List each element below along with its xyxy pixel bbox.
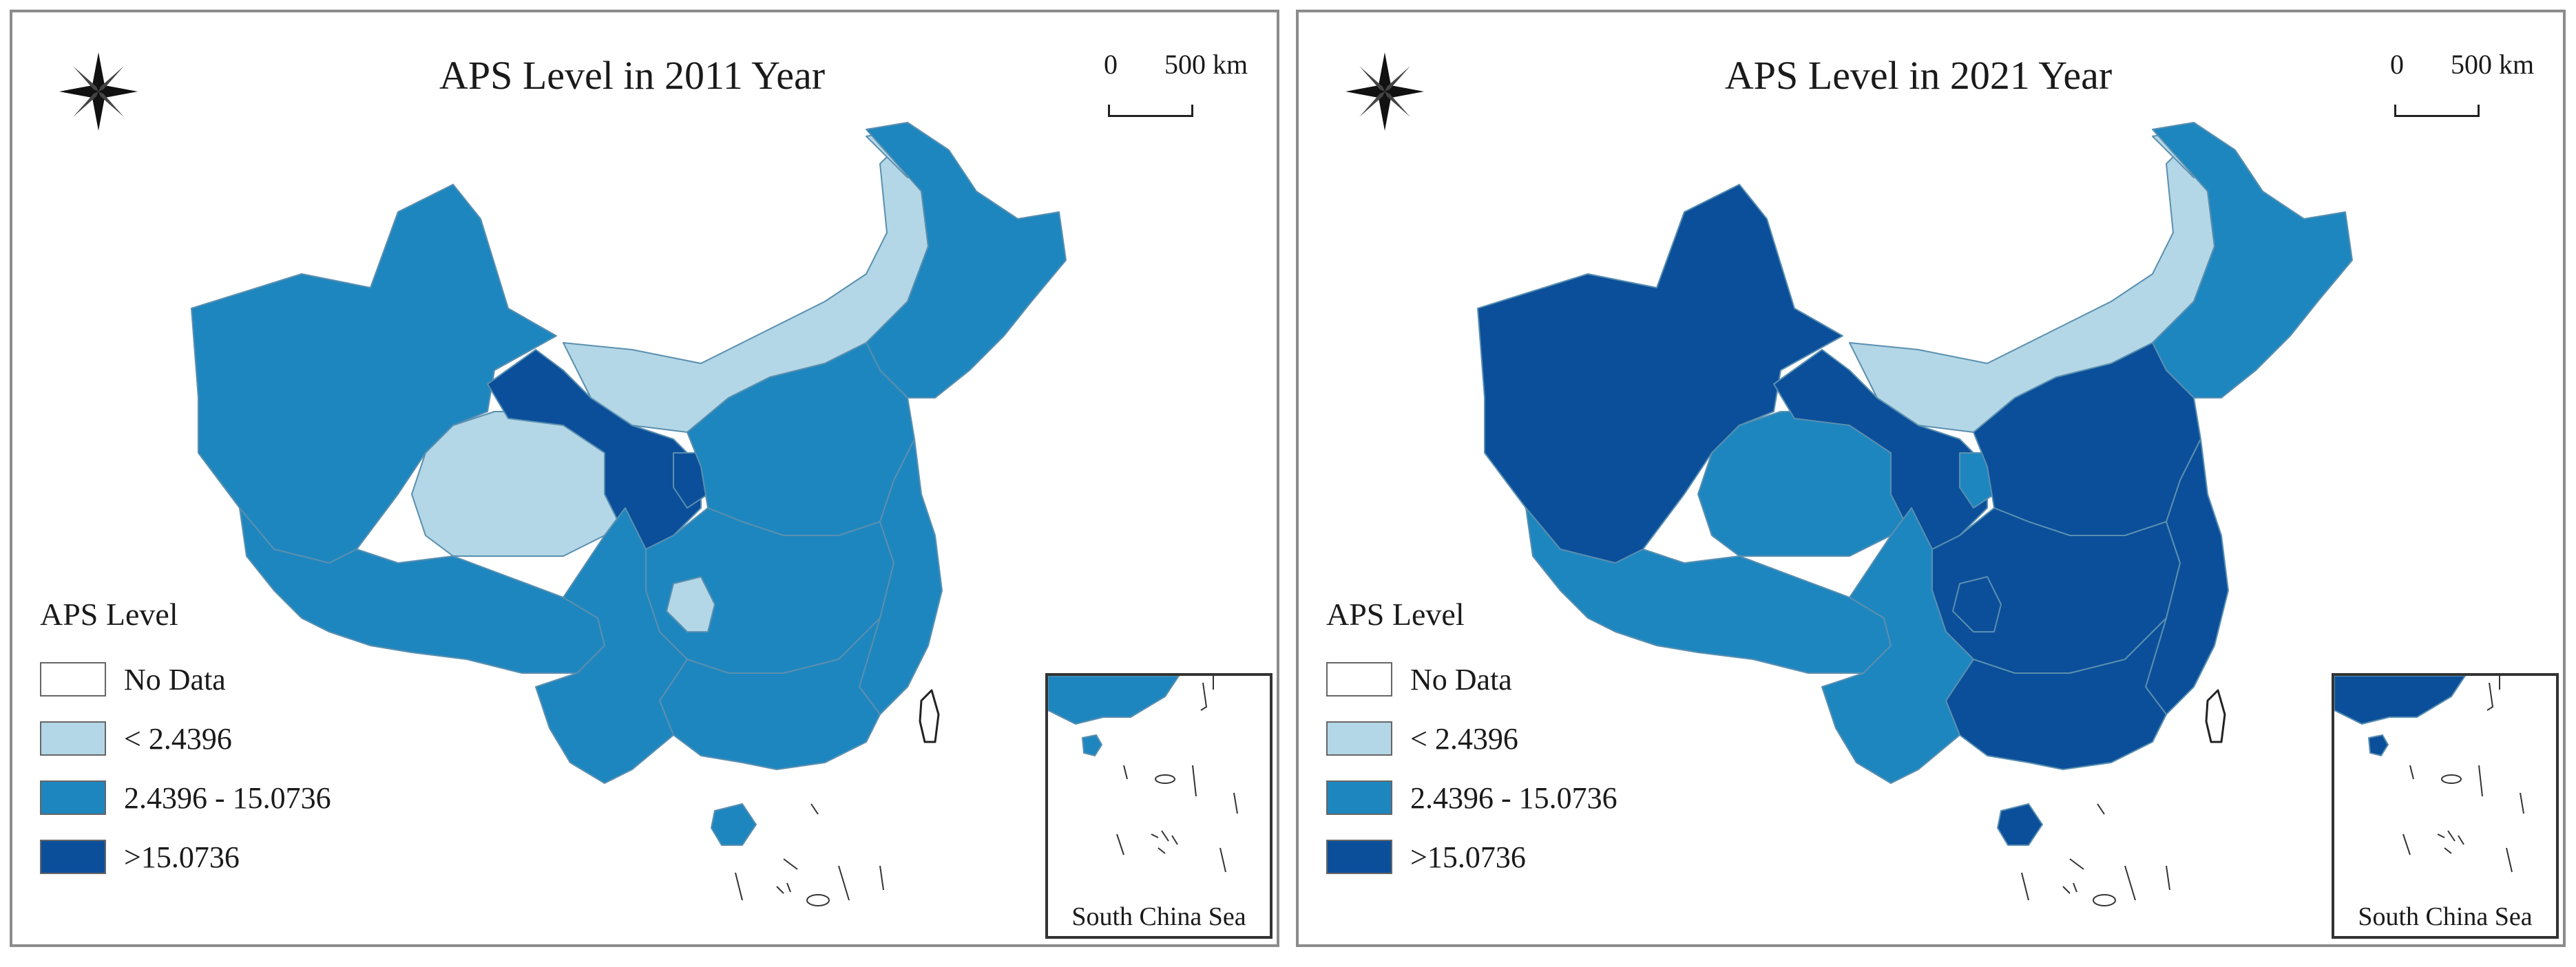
choropleth-map-2011 [191, 122, 1067, 906]
inset-map [2334, 676, 2524, 873]
inset-mainland [2334, 676, 2467, 725]
legend-item-low: < 2.4396 [1326, 719, 1684, 758]
legend-title: APS Level [1326, 597, 1465, 632]
legend-label: < 2.4396 [1410, 721, 1518, 756]
region-taiwan [2205, 689, 2226, 743]
region-northeast [866, 122, 1067, 399]
legend-label: No Data [124, 662, 226, 697]
legend: APS Level No Data < 2.4396 2.4396 - 15.0… [1326, 596, 1684, 897]
legend-swatch [1326, 780, 1392, 815]
region-south [659, 617, 881, 770]
legend: APS Level No Data < 2.4396 2.4396 - 15.0… [40, 596, 398, 897]
region-gansu-strip [487, 349, 702, 550]
map-panel-2021: APS Level in 2021 Year 0 500 km APS Leve… [1296, 10, 2566, 947]
inset-hainan [1081, 734, 1103, 757]
legend-swatch [40, 840, 106, 874]
island-marks [735, 803, 884, 906]
scale-line [1108, 105, 1193, 117]
legend-item-mid: 2.4396 - 15.0736 [40, 778, 398, 817]
inset-map [1048, 676, 1238, 873]
island-marks [2021, 803, 2170, 906]
inset-mainland [1048, 676, 1180, 725]
north-arrow-compass-icon [1340, 47, 1430, 136]
legend-swatch [40, 780, 106, 815]
scale-bar: 0 500 km [2390, 48, 2542, 124]
scale-zero-label: 0 [1104, 49, 1118, 80]
legend-swatch [40, 721, 106, 756]
region-taiwan [919, 689, 940, 743]
region-sichuan-yunnan [535, 507, 688, 784]
legend-title: APS Level [40, 597, 178, 632]
region-northeast [2152, 122, 2353, 399]
legend-item-no-data: No Data [1326, 660, 1684, 699]
legend-label: < 2.4396 [124, 721, 232, 756]
legend-label: >15.0736 [124, 840, 240, 874]
scale-line [2394, 105, 2480, 117]
region-chongqing [1952, 576, 2002, 633]
map-panel-2011: APS Level in 2011 Year 0 500 km APS Leve… [10, 10, 1279, 947]
legend-label: 2.4396 - 15.0736 [1410, 780, 1617, 815]
scale-bar: 0 500 km [1104, 48, 1255, 124]
inset-label: South China Sea [1071, 902, 1246, 931]
legend-item-high: >15.0736 [40, 838, 398, 876]
legend-swatch [1326, 721, 1392, 756]
scale-km-label: 500 km [2451, 49, 2535, 80]
scale-zero-label: 0 [2390, 49, 2404, 80]
region-hainan [711, 803, 757, 846]
legend-swatch [40, 662, 106, 697]
region-sichuan-yunnan [1821, 507, 1974, 784]
map-title: APS Level in 2011 Year [439, 53, 826, 98]
legend-label: No Data [1410, 662, 1512, 697]
region-hainan [1997, 803, 2043, 846]
scale-km-label: 500 km [1164, 49, 1248, 80]
legend-item-low: < 2.4396 [40, 719, 398, 758]
inset-label: South China Sea [2358, 902, 2533, 931]
legend-item-mid: 2.4396 - 15.0736 [1326, 778, 1684, 817]
region-gansu-strip [1773, 349, 1988, 550]
choropleth-map-2021 [1477, 122, 2353, 906]
map-title: APS Level in 2021 Year [1724, 53, 2113, 98]
legend-label: 2.4396 - 15.0736 [124, 780, 331, 815]
legend-swatch [1326, 662, 1392, 697]
south-china-sea-inset: South China Sea [2332, 673, 2559, 939]
legend-label: >15.0736 [1410, 840, 1526, 874]
legend-swatch [1326, 840, 1392, 874]
region-south [1945, 617, 2167, 770]
legend-item-no-data: No Data [40, 660, 398, 699]
south-china-sea-inset: South China Sea [1045, 673, 1273, 939]
legend-item-high: >15.0736 [1326, 838, 1684, 876]
region-chongqing [666, 576, 715, 633]
inset-hainan [2367, 734, 2389, 757]
north-arrow-compass-icon [54, 47, 143, 136]
